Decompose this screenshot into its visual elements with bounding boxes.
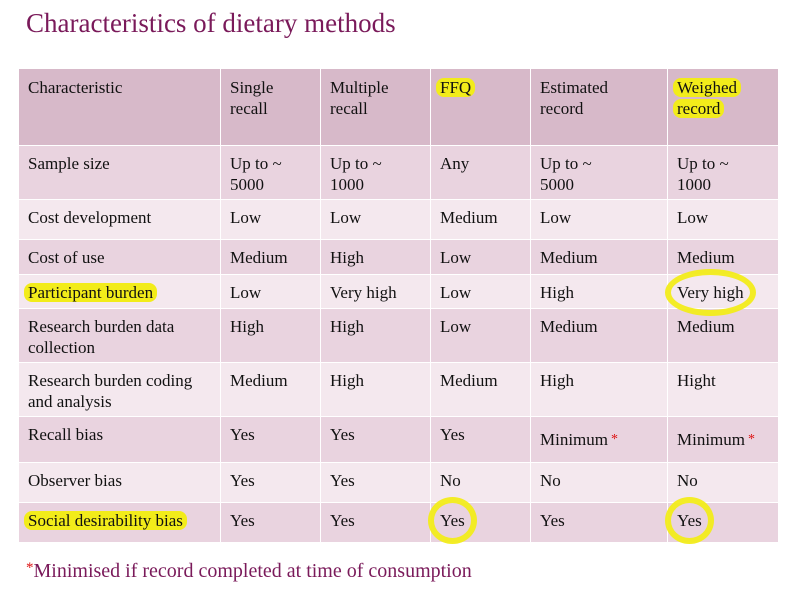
table-row: Cost of use Medium High Low Medium Mediu… [18, 239, 779, 275]
circled-value: Yes [665, 497, 714, 544]
table-cell: Up to ~ 5000 [530, 145, 668, 200]
table-cell: High [220, 308, 321, 363]
circled-value: Yes [428, 497, 477, 544]
dietary-methods-table: Characteristic Single recall Multiple re… [18, 68, 779, 544]
row-label: Recall bias [18, 416, 221, 463]
table-row: Sample size Up to ~ 5000 Up to ~ 1000 An… [18, 145, 779, 200]
table-cell: Any [430, 145, 531, 200]
table-cell: No [530, 462, 668, 503]
table-cell: Up to ~ 1000 [320, 145, 431, 200]
table-cell: Yes [220, 502, 321, 543]
table-cell: Medium [530, 239, 668, 275]
table-cell: Medium [430, 199, 531, 240]
footnote-text: Minimised if record completed at time of… [33, 560, 472, 582]
table-cell: Yes [428, 497, 531, 544]
table-cell: Yes [220, 416, 321, 463]
header-characteristic: Characteristic [18, 68, 221, 146]
table-cell: No [667, 462, 779, 503]
row-label: Social desirability bias [18, 502, 221, 543]
footnote: *Minimised if record completed at time o… [26, 560, 472, 583]
table-cell: Medium [530, 308, 668, 363]
table-cell: Very high [320, 274, 431, 309]
row-label: Participant burden [18, 274, 221, 309]
table-cell: Yes [320, 502, 431, 543]
table-cell: Yes [430, 416, 531, 463]
row-label: Research burden coding and analysis [18, 362, 221, 417]
asterisk-mark: * [748, 432, 756, 447]
table-cell: Medium [220, 362, 321, 417]
table-cell: Low [430, 274, 531, 309]
table-cell: Medium [430, 362, 531, 417]
table-cell: Low [430, 308, 531, 363]
slide-title: Characteristics of dietary methods [26, 8, 396, 38]
table-cell: Low [220, 199, 321, 240]
header-row: Characteristic Single recall Multiple re… [18, 68, 779, 146]
table-cell: Yes [220, 462, 321, 503]
table-row: Observer bias Yes Yes No No No [18, 462, 779, 503]
circled-value: Very high [665, 269, 756, 316]
row-label: Observer bias [18, 462, 221, 503]
table-cell: High [320, 239, 431, 275]
table-cell: High [530, 274, 668, 309]
table-cell: Low [667, 199, 779, 240]
table-row: Research burden data collection High Hig… [18, 308, 779, 363]
header-weighed-record: Weighed record [667, 68, 779, 146]
table-cell: Medium [667, 308, 779, 363]
table-cell: Up to ~ 5000 [220, 145, 321, 200]
header-estimated-record: Estimated record [530, 68, 668, 146]
table-cell: High [320, 308, 431, 363]
table-cell: Yes [665, 497, 779, 544]
table-row: Cost development Low Low Medium Low Low [18, 199, 779, 240]
table-cell: Low [320, 199, 431, 240]
table-cell: Minimum * [667, 416, 779, 463]
table-row: Recall bias Yes Yes Yes Minimum * Minimum… [18, 416, 779, 463]
header-multiple-recall: Multiple recall [320, 68, 431, 146]
table-cell: Very high [665, 269, 779, 316]
row-label: Cost development [18, 199, 221, 240]
table-cell: Low [220, 274, 321, 309]
row-label: Sample size [18, 145, 221, 200]
table-cell: Yes [530, 502, 668, 543]
table-row: Social desirability bias Yes Yes Yes Yes… [18, 497, 779, 544]
table-row: Research burden coding and analysis Medi… [18, 362, 779, 417]
header-ffq: FFQ [430, 68, 531, 146]
table-cell: High [320, 362, 431, 417]
row-label: Cost of use [18, 239, 221, 275]
table-cell: Low [430, 239, 531, 275]
row-label: Research burden data collection [18, 308, 221, 363]
table-cell: Up to ~ 1000 [667, 145, 779, 200]
header-single-recall: Single recall [220, 68, 321, 146]
table-cell: Yes [320, 462, 431, 503]
asterisk-mark: * [26, 560, 34, 576]
table-cell: Medium [220, 239, 321, 275]
table-cell: High [530, 362, 668, 417]
table-cell: Low [530, 199, 668, 240]
table-cell: Hight [667, 362, 779, 417]
table-cell: No [430, 462, 531, 503]
table-cell: Minimum * [530, 416, 668, 463]
asterisk-mark: * [611, 432, 619, 447]
table-row: Participant burden Low Very high Low Hig… [18, 269, 779, 316]
table-cell: Yes [320, 416, 431, 463]
